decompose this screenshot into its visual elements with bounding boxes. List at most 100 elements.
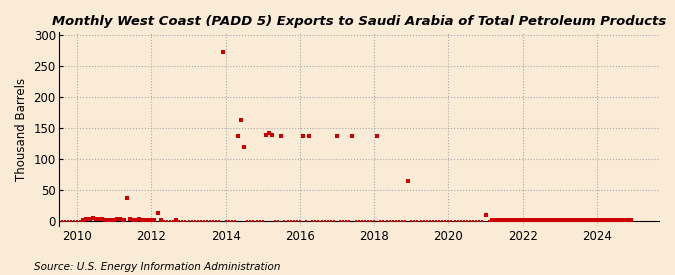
Point: [446, 219, 457, 224]
Point: [622, 218, 633, 222]
Point: [610, 218, 621, 222]
Point: [362, 219, 373, 224]
Point: [122, 196, 132, 200]
Point: [93, 217, 104, 221]
Point: [458, 219, 469, 224]
Point: [189, 219, 200, 224]
Point: [310, 219, 321, 224]
Point: [564, 218, 574, 222]
Point: [106, 218, 117, 222]
Point: [155, 218, 166, 222]
Point: [282, 219, 293, 224]
Point: [298, 134, 308, 139]
Point: [341, 219, 352, 224]
Point: [183, 219, 194, 224]
Point: [208, 219, 219, 224]
Point: [115, 217, 126, 221]
Point: [390, 219, 401, 224]
Point: [313, 219, 324, 224]
Point: [434, 219, 445, 224]
Point: [369, 219, 379, 224]
Point: [90, 217, 101, 221]
Point: [551, 218, 562, 222]
Point: [468, 219, 479, 224]
Point: [456, 219, 466, 224]
Point: [613, 218, 624, 222]
Point: [570, 218, 580, 222]
Point: [261, 133, 271, 137]
Point: [536, 218, 547, 222]
Point: [530, 218, 541, 222]
Point: [387, 219, 398, 224]
Point: [576, 218, 587, 222]
Point: [223, 219, 234, 224]
Point: [130, 217, 141, 222]
Point: [483, 219, 494, 224]
Point: [254, 219, 265, 224]
Point: [205, 219, 215, 224]
Point: [400, 219, 410, 224]
Point: [335, 219, 346, 224]
Point: [493, 218, 504, 222]
Point: [251, 219, 262, 224]
Point: [344, 219, 355, 224]
Point: [217, 50, 228, 55]
Point: [263, 130, 274, 135]
Point: [319, 219, 330, 224]
Point: [177, 219, 188, 224]
Point: [567, 218, 578, 222]
Point: [316, 219, 327, 224]
Point: [100, 218, 111, 222]
Point: [196, 219, 207, 224]
Point: [502, 218, 512, 222]
Point: [415, 219, 426, 224]
Point: [329, 219, 340, 224]
Point: [471, 219, 482, 224]
Point: [350, 219, 361, 224]
Point: [533, 218, 543, 222]
Point: [288, 219, 299, 224]
Point: [248, 219, 259, 224]
Point: [427, 219, 438, 224]
Point: [180, 219, 191, 224]
Point: [69, 219, 80, 224]
Point: [239, 145, 250, 150]
Point: [508, 218, 519, 222]
Point: [149, 217, 160, 222]
Point: [517, 218, 528, 222]
Point: [276, 134, 287, 139]
Point: [480, 213, 491, 217]
Point: [273, 219, 284, 224]
Point: [425, 219, 435, 224]
Point: [381, 219, 392, 224]
Text: Source: U.S. Energy Information Administration: Source: U.S. Energy Information Administ…: [34, 262, 280, 272]
Point: [245, 219, 256, 224]
Point: [286, 219, 296, 224]
Point: [418, 219, 429, 224]
Point: [65, 219, 76, 224]
Point: [505, 218, 516, 222]
Point: [431, 219, 441, 224]
Point: [526, 218, 537, 222]
Point: [140, 217, 151, 222]
Point: [84, 217, 95, 221]
Point: [152, 210, 163, 215]
Point: [75, 219, 86, 224]
Point: [486, 218, 497, 222]
Title: Monthly West Coast (PADD 5) Exports to Saudi Arabia of Total Petroleum Products: Monthly West Coast (PADD 5) Exports to S…: [52, 15, 666, 28]
Point: [103, 217, 113, 222]
Point: [226, 219, 237, 224]
Point: [449, 219, 460, 224]
Point: [523, 218, 534, 222]
Point: [230, 219, 240, 224]
Point: [366, 219, 377, 224]
Point: [307, 219, 318, 224]
Point: [323, 219, 333, 224]
Point: [202, 219, 213, 224]
Point: [384, 219, 395, 224]
Point: [489, 218, 500, 222]
Point: [595, 218, 605, 222]
Point: [607, 218, 618, 222]
Point: [511, 218, 522, 222]
Point: [118, 217, 129, 222]
